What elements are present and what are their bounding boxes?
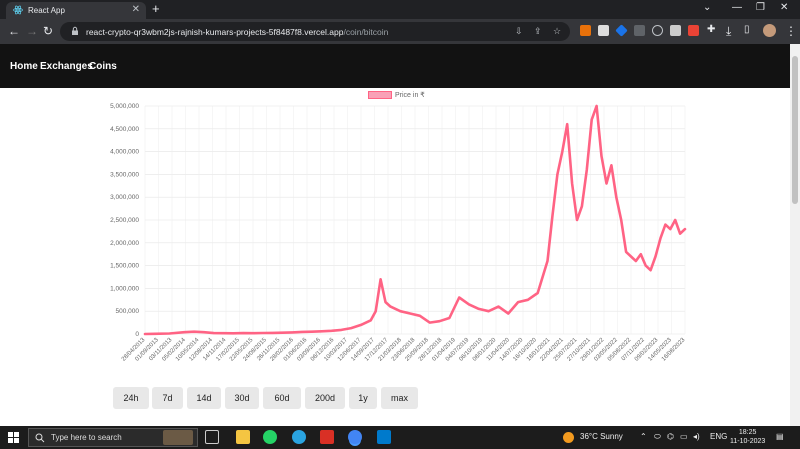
close-tab-icon[interactable]: ✕ bbox=[131, 4, 140, 15]
windows-start-icon[interactable] bbox=[8, 432, 19, 443]
search-placeholder: Type here to search bbox=[51, 433, 122, 442]
extension-circle-icon[interactable] bbox=[652, 25, 663, 36]
extension-icon[interactable] bbox=[598, 25, 609, 36]
clock-time: 18:25 bbox=[738, 429, 757, 436]
language-indicator[interactable]: ENG bbox=[710, 432, 728, 441]
y-tick-label: 3,500,000 bbox=[110, 171, 139, 178]
range-button-14d[interactable]: 14d bbox=[187, 387, 221, 409]
battery-icon[interactable]: ▭ bbox=[680, 432, 688, 441]
tab-search-icon[interactable]: ⌄ bbox=[703, 2, 712, 13]
range-button-30d[interactable]: 30d bbox=[225, 387, 259, 409]
y-tick-label: 3,000,000 bbox=[110, 194, 139, 201]
y-tick-label: 500,000 bbox=[116, 308, 140, 315]
bookmark-star-icon[interactable]: ☆ bbox=[553, 26, 562, 36]
y-tick-label: 2,000,000 bbox=[110, 240, 139, 247]
y-tick-label: 1,000,000 bbox=[110, 285, 139, 292]
app-header: Home Exchanges Coins bbox=[0, 44, 790, 88]
lock-icon bbox=[72, 26, 78, 35]
download-icon[interactable]: ⤓ bbox=[726, 24, 732, 38]
nav-link-home[interactable]: Home bbox=[10, 61, 38, 72]
range-button-1y[interactable]: 1y bbox=[349, 387, 377, 409]
search-highlight-image bbox=[163, 430, 193, 445]
extensions-puzzle-icon[interactable]: ✚ bbox=[707, 24, 716, 35]
side-panel-icon[interactable]: ▯ bbox=[744, 24, 750, 35]
window-close-icon[interactable]: ✕ bbox=[780, 2, 789, 13]
minimize-icon[interactable]: — bbox=[732, 2, 742, 13]
back-icon[interactable]: ← bbox=[8, 24, 20, 38]
clock-date: 11-10-2023 bbox=[730, 438, 766, 445]
search-icon bbox=[35, 433, 45, 443]
range-button-200d[interactable]: 200d bbox=[305, 387, 345, 409]
new-tab-icon[interactable]: + bbox=[152, 1, 160, 16]
telegram-icon[interactable] bbox=[292, 430, 306, 444]
tray-icon[interactable]: ⬭ bbox=[654, 432, 661, 441]
weather-text[interactable]: 36°C Sunny bbox=[580, 432, 623, 441]
react-logo-icon bbox=[13, 5, 23, 15]
url-path: /coin/bitcoin bbox=[343, 27, 389, 37]
reload-icon[interactable]: ↻ bbox=[43, 24, 54, 38]
notifications-icon[interactable]: ▤ bbox=[776, 432, 784, 441]
metamask-extension-icon[interactable] bbox=[580, 25, 591, 36]
task-view-icon[interactable] bbox=[205, 430, 219, 444]
file-explorer-icon[interactable] bbox=[236, 430, 250, 444]
chrome-icon[interactable] bbox=[348, 430, 362, 444]
browser-toolbar: ← → ↻ react-crypto-qr3wbm2js-rajnish-kum… bbox=[0, 19, 800, 44]
restore-icon[interactable]: ❐ bbox=[756, 2, 765, 13]
range-button-60d[interactable]: 60d bbox=[263, 387, 301, 409]
scrollbar-thumb[interactable] bbox=[792, 56, 798, 204]
range-button-7d[interactable]: 7d bbox=[152, 387, 183, 409]
url-host: react-crypto-qr3wbm2js-rajnish-kumars-pr… bbox=[86, 27, 344, 37]
nav-link-exchanges[interactable]: Exchanges bbox=[40, 61, 93, 72]
legend-swatch bbox=[368, 91, 392, 100]
price-series-line[interactable] bbox=[143, 104, 687, 336]
weather-sun-icon[interactable] bbox=[563, 432, 574, 443]
y-tick-label: 4,000,000 bbox=[110, 149, 139, 156]
url-text: react-crypto-qr3wbm2js-rajnish-kumars-pr… bbox=[86, 27, 388, 37]
nav-link-coins[interactable]: Coins bbox=[89, 61, 117, 72]
volume-icon[interactable]: ◂) bbox=[693, 432, 700, 441]
address-bar[interactable]: react-crypto-qr3wbm2js-rajnish-kumars-pr… bbox=[60, 22, 570, 41]
range-button-max[interactable]: max bbox=[381, 387, 418, 409]
browser-tab-bar: React App ✕ + ⌄ — ❐ ✕ bbox=[0, 0, 800, 19]
extension-diamond-icon[interactable] bbox=[615, 24, 628, 37]
network-icon[interactable]: ⌬ bbox=[667, 432, 674, 441]
forward-icon[interactable]: → bbox=[26, 24, 38, 38]
y-tick-label: 2,500,000 bbox=[110, 217, 139, 224]
y-tick-label: 1,500,000 bbox=[110, 263, 139, 270]
whatsapp-icon[interactable] bbox=[263, 430, 277, 444]
windows-taskbar: Type here to search 36°C Sunny ⌃ ⬭ ⌬ ▭ ◂… bbox=[0, 426, 800, 449]
chart-legend[interactable]: Price in ₹ bbox=[368, 91, 425, 100]
extension-icon[interactable] bbox=[634, 25, 645, 36]
profile-avatar[interactable] bbox=[763, 24, 776, 37]
extension-pen-icon[interactable] bbox=[670, 25, 681, 36]
page-scrollbar[interactable] bbox=[790, 44, 800, 426]
pdf-reader-icon[interactable] bbox=[320, 430, 334, 444]
coin-page bbox=[0, 88, 790, 426]
y-tick-label: 5,000,000 bbox=[110, 103, 139, 110]
tray-chevron-icon[interactable]: ⌃ bbox=[640, 432, 647, 441]
extension-icon[interactable] bbox=[688, 25, 699, 36]
y-tick-label: 4,500,000 bbox=[110, 126, 139, 133]
range-button-24h[interactable]: 24h bbox=[113, 387, 149, 409]
menu-kebab-icon[interactable]: ⋮ bbox=[785, 24, 797, 38]
y-tick-label: 0 bbox=[135, 331, 139, 338]
price-chart[interactable]: 5,000,000 4,500,000 4,000,000 3,500,000 3,00… bbox=[100, 98, 700, 380]
taskbar-search[interactable]: Type here to search bbox=[28, 428, 198, 447]
tab-title: React App bbox=[28, 6, 65, 15]
share-icon[interactable]: ⇪ bbox=[534, 26, 542, 36]
legend-label: Price in ₹ bbox=[395, 92, 425, 99]
browser-tab[interactable]: React App ✕ bbox=[6, 2, 146, 19]
system-clock[interactable]: 18:25 11-10-2023 bbox=[730, 428, 765, 446]
install-icon[interactable]: ⇩ bbox=[515, 26, 523, 36]
vscode-icon[interactable] bbox=[377, 430, 391, 444]
